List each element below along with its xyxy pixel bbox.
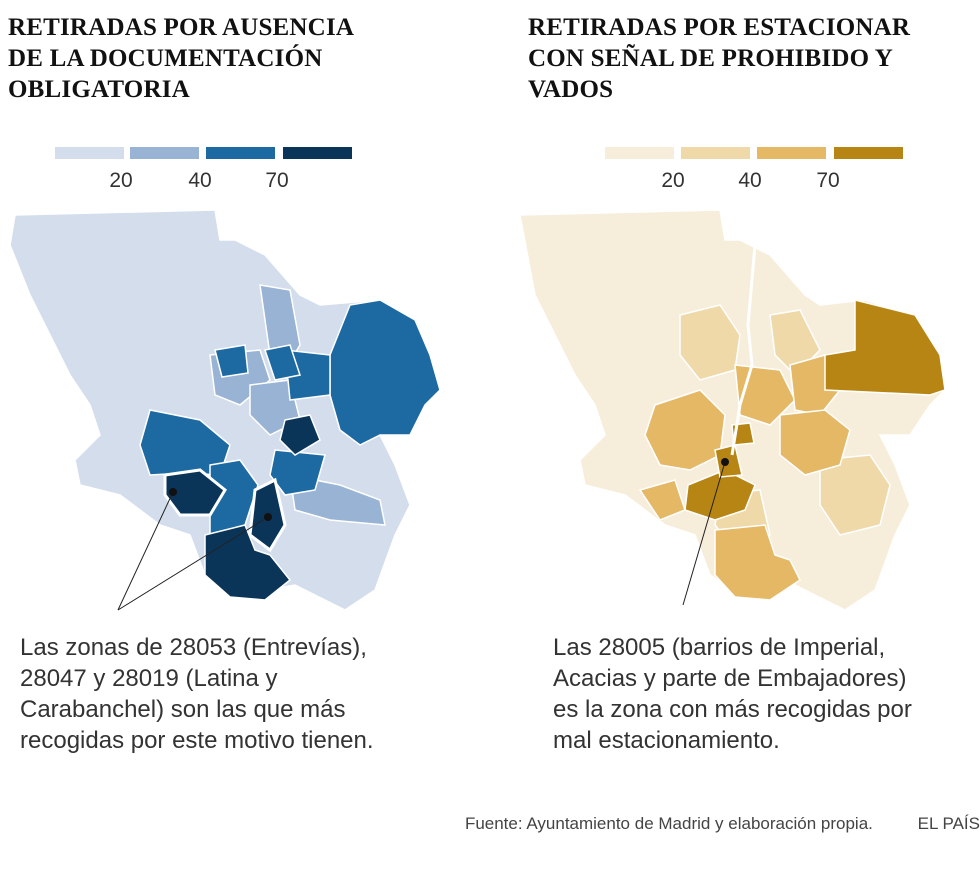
madrid-map	[9, 209, 441, 611]
legend-swatch-4	[283, 147, 352, 159]
legend-tick: 40	[188, 169, 212, 192]
legend-tick: 20	[661, 169, 685, 192]
legend-tick: 70	[265, 169, 289, 192]
legend-tick: 20	[109, 169, 133, 192]
legend-tick: 40	[738, 169, 762, 192]
legend-swatch-2	[681, 147, 750, 159]
map-title: RETIRADAS POR ESTACIONAR CON SEÑAL DE PR…	[528, 14, 911, 103]
legend-swatch-3	[206, 147, 275, 159]
brand-logo: EL PAÍS	[917, 814, 980, 833]
map-annotation: Las 28005 (barrios de Imperial, Acacias …	[553, 634, 912, 754]
map-annotation: Las zonas de 28053 (Entrevías), 28047 y …	[20, 634, 374, 754]
source-credit: Fuente: Ayuntamiento de Madrid y elabora…	[464, 814, 873, 833]
legend-swatch-3	[757, 147, 826, 159]
legend-swatch-1	[605, 147, 674, 159]
map-title: RETIRADAS POR AUSENCIA DE LA DOCUMENTACI…	[8, 14, 355, 103]
map-panel-documentation: RETIRADAS POR AUSENCIA DE LA DOCUMENTACI…	[0, 0, 460, 780]
color-legend: 20 40 70	[0, 147, 460, 197]
legend-tick: 70	[816, 169, 840, 192]
footer: Fuente: Ayuntamiento de Madrid y elabora…	[465, 814, 980, 834]
legend-swatch-4	[834, 147, 903, 159]
color-legend: 20 40 70	[520, 147, 980, 197]
legend-swatch-2	[130, 147, 199, 159]
madrid-map	[520, 209, 946, 611]
legend-swatch-1	[55, 147, 124, 159]
map-panel-parking: RETIRADAS POR ESTACIONAR CON SEÑAL DE PR…	[520, 0, 980, 780]
